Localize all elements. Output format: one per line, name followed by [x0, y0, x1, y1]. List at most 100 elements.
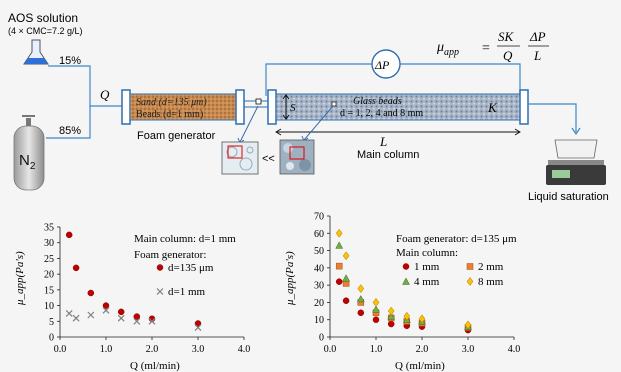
- balance-icon: [546, 139, 606, 185]
- x-tick-label: 0.0: [54, 344, 67, 355]
- chart-right-y-label: μ_app(Pa's): [284, 251, 296, 306]
- x-tick-label: 1.0: [100, 344, 113, 355]
- y-tick-label: 15: [44, 285, 54, 296]
- x-tick-label: 0.0: [324, 344, 337, 355]
- chart-left-x-label: Q (ml/min): [130, 360, 180, 372]
- x-tick-label: 2.0: [146, 344, 159, 355]
- chart-right-x-ticks: 0.0 1.0 2.0 3.0 4.0: [324, 337, 521, 355]
- y-tick-label: 25: [44, 254, 54, 265]
- area-label: S: [290, 102, 296, 114]
- x-tick-label: 4.0: [508, 344, 521, 355]
- length-label: L: [379, 134, 387, 149]
- data-point-x: [65, 310, 73, 317]
- legend-marker: [402, 263, 410, 270]
- legend-label: 2 mm: [478, 261, 504, 273]
- aos-percent: 15%: [59, 55, 81, 67]
- data-point-diamond: [418, 314, 426, 324]
- legend-marker: [466, 277, 474, 286]
- legend-label: 4 mm: [414, 276, 440, 288]
- data-point-diamond: [464, 320, 472, 330]
- foam-generator: [121, 89, 245, 125]
- y-tick-label: 0: [319, 333, 324, 344]
- data-point-circle: [357, 309, 365, 317]
- x-tick-label: 2.0: [416, 344, 429, 355]
- y-tick-label: 60: [314, 229, 324, 240]
- data-point-triangle: [356, 294, 365, 303]
- y-tick-label: 10: [44, 301, 54, 312]
- legend-marker: [156, 264, 164, 271]
- chart-left: 0.0 1.0 2.0 3.0 4.0 0 5 10 15 20 25 30 35 Q (ml/min…: [14, 223, 250, 372]
- eq-den-l: L: [533, 48, 541, 63]
- y-tick-label: 35: [44, 223, 54, 234]
- data-point-triangle: [335, 241, 344, 249]
- n2-percent: 85%: [59, 125, 81, 137]
- data-point-circle: [65, 231, 73, 239]
- data-point-diamond: [342, 251, 350, 261]
- eq-num-sk: SK: [498, 29, 515, 44]
- x-tick-label: 1.0: [370, 344, 383, 355]
- eq-den-q: Q: [503, 48, 513, 63]
- data-point-circle: [194, 320, 202, 327]
- y-tick-label: 0: [49, 333, 54, 344]
- n2-label: N2: [19, 152, 36, 172]
- y-tick-label: 40: [314, 263, 324, 274]
- data-point-diamond: [335, 228, 343, 238]
- legend-label: d=1 mm: [168, 286, 206, 298]
- chart-left-legend: Main column: d=1 mm Foam generator: d=13…: [134, 233, 236, 298]
- legend-marker: [156, 288, 164, 295]
- x-tick-label: 4.0: [238, 344, 251, 355]
- data-point-triangle: [372, 305, 380, 313]
- length-arrow: [275, 128, 521, 136]
- chart-left-legend-title2: Foam generator:: [134, 249, 206, 261]
- cross-section-arrow: [282, 94, 290, 120]
- chart-left-y-ticks: 0 5 10 15 20 25 30 35: [44, 223, 60, 344]
- data-point-x: [148, 317, 156, 325]
- data-point-x: [117, 314, 125, 322]
- delta-p-label: ΔP: [374, 58, 390, 72]
- glass-bead-sizes: d = 1, 2, 4 and 8 mm: [340, 108, 423, 119]
- eq-num-dp: ΔP: [529, 29, 546, 44]
- liquid-saturation-label: Liquid saturation: [528, 191, 609, 203]
- data-point-circle: [87, 289, 95, 297]
- svg-text:μapp: μapp: [436, 40, 459, 58]
- data-point-diamond: [387, 306, 395, 316]
- outlet-line: [528, 103, 577, 132]
- y-tick-label: 20: [314, 298, 324, 309]
- data-point-circle: [335, 278, 343, 285]
- data-point-x: [133, 317, 141, 325]
- chart-right-points: [335, 228, 472, 334]
- chart-right-legend-title2: Main column:: [396, 247, 458, 259]
- data-point-diamond: [403, 311, 411, 321]
- x-tick-label: 3.0: [192, 344, 205, 355]
- y-tick-label: 30: [314, 281, 324, 292]
- data-point-x: [87, 311, 95, 319]
- zoom-symbol: <<: [262, 153, 275, 165]
- legend-label: 1 mm: [414, 261, 440, 273]
- data-point-circle: [342, 297, 350, 304]
- aos-concentration: (4 × CMC=7.2 g/L): [8, 26, 83, 36]
- schematic: AOS solution (4 × CMC=7.2 g/L) 15% N2 85…: [8, 11, 609, 203]
- y-tick-label: 20: [44, 270, 54, 281]
- n2-line: [46, 105, 122, 139]
- chart-right-legend: Foam generator: d=135 μm Main column: 1 …: [396, 233, 517, 288]
- data-point-diamond: [372, 298, 380, 307]
- data-point-x: [194, 324, 202, 331]
- chart-right-x-label: Q (ml/min): [395, 360, 445, 372]
- y-tick-label: 5: [49, 317, 54, 328]
- legend-marker: [466, 263, 474, 270]
- data-point-diamond: [357, 284, 365, 294]
- x-tick-label: 3.0: [462, 344, 475, 355]
- y-tick-label: 50: [314, 246, 324, 257]
- flask-icon: [23, 39, 49, 65]
- data-point-square: [335, 262, 343, 270]
- data-point-x: [102, 306, 110, 314]
- legend-label: d=135 μm: [168, 262, 214, 274]
- data-point-circle: [133, 313, 141, 320]
- glass-beads-label: Glass beads: [353, 96, 402, 107]
- data-point-circle: [372, 316, 380, 323]
- aos-title: AOS solution: [8, 11, 78, 25]
- legend-label: 8 mm: [478, 276, 504, 288]
- data-point-triangle: [387, 312, 396, 320]
- chart-right-y-ticks: 0 10 20 30 40 50 60 70: [314, 212, 330, 344]
